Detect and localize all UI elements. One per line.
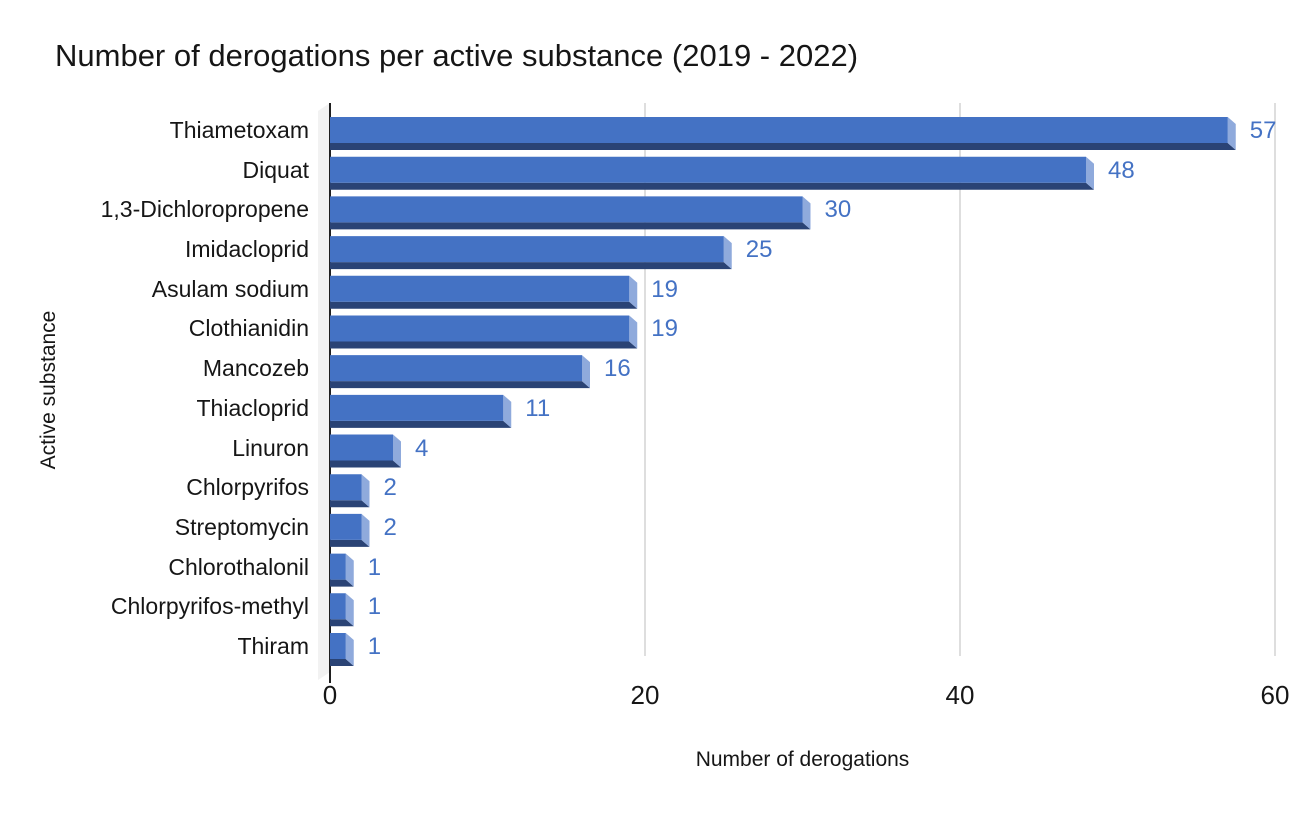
x-tick-label: 0 xyxy=(322,680,338,710)
value-label: 1 xyxy=(367,593,382,621)
bar-end-cap xyxy=(393,434,401,468)
bar xyxy=(330,196,803,223)
category-label: Diquat xyxy=(242,156,309,183)
category-label: Thiametoxam xyxy=(169,117,309,143)
value-label: 1 xyxy=(367,632,382,660)
bar-end-cap xyxy=(582,355,590,389)
bar xyxy=(330,434,393,461)
x-tick-label: 40 xyxy=(945,680,975,710)
value-label: 30 xyxy=(824,196,852,224)
category-label: 1,3-Dichloropropene xyxy=(100,196,309,223)
category-label: Chlorpyrifos-methyl xyxy=(110,593,309,620)
bar xyxy=(330,513,362,540)
bar-bottom-face xyxy=(330,262,732,270)
x-tick-label: 20 xyxy=(630,680,660,710)
value-label: 25 xyxy=(745,236,773,264)
bar-end-cap xyxy=(1086,156,1094,190)
bar-bottom-face xyxy=(330,619,354,627)
bar-bottom-face xyxy=(330,381,590,389)
bar-end-cap xyxy=(345,593,354,627)
bar-bottom-face xyxy=(330,301,638,309)
bar-bottom-face xyxy=(330,460,401,468)
bar-end-cap xyxy=(629,275,638,309)
x-axis-title: Number of derogations xyxy=(695,748,910,771)
bar-bottom-face xyxy=(330,500,370,508)
bar xyxy=(330,156,1086,183)
bar xyxy=(330,117,1228,143)
bar-end-cap xyxy=(503,394,512,428)
category-label: Streptomycin xyxy=(174,513,309,540)
bar-end-cap xyxy=(345,632,354,666)
category-label: Linuron xyxy=(232,434,309,461)
category-label: Imidacloprid xyxy=(185,236,309,263)
value-label: 11 xyxy=(525,394,551,422)
value-label: 57 xyxy=(1249,117,1277,144)
bar xyxy=(330,593,346,620)
category-label: Thiram xyxy=(237,632,309,659)
bar-bottom-face xyxy=(330,341,638,349)
bar xyxy=(330,236,724,263)
value-label: 2 xyxy=(383,474,397,502)
value-label: 2 xyxy=(383,513,397,541)
bar xyxy=(330,553,346,580)
category-label: Clothianidin xyxy=(188,315,309,342)
bar-end-cap xyxy=(345,553,354,587)
bar xyxy=(330,315,630,342)
value-label: 4 xyxy=(415,434,429,462)
chart-title: Number of derogations per active substan… xyxy=(55,38,859,73)
category-label: Asulam sodium xyxy=(151,275,309,302)
bar-end-cap xyxy=(723,236,732,270)
bar-end-cap xyxy=(361,513,370,547)
bar xyxy=(330,355,582,382)
bar-end-cap xyxy=(1227,117,1236,150)
bar xyxy=(330,394,504,421)
bar-bottom-face xyxy=(330,143,1236,150)
value-label: 19 xyxy=(651,275,678,303)
bar-end-cap xyxy=(802,196,811,230)
category-label: Chlorothalonil xyxy=(168,553,309,580)
category-label: Thiacloprid xyxy=(196,394,310,421)
value-label: 16 xyxy=(604,355,631,383)
bar-bottom-face xyxy=(330,658,354,666)
value-label: 48 xyxy=(1108,156,1135,184)
bar-bottom-face xyxy=(330,222,811,230)
bar-end-cap xyxy=(361,474,370,508)
side-wall xyxy=(318,103,330,680)
category-label: Chlorpyrifos xyxy=(186,474,309,501)
value-label: 1 xyxy=(367,553,382,581)
bar-bottom-face xyxy=(330,539,370,547)
category-label: Mancozeb xyxy=(202,355,309,382)
bar-bottom-face xyxy=(330,579,354,587)
x-tick-label: 60 xyxy=(1260,680,1290,710)
bar-bottom-face xyxy=(330,182,1094,190)
bar xyxy=(330,474,362,501)
bar xyxy=(330,275,630,302)
value-label: 19 xyxy=(651,315,678,343)
bar xyxy=(330,632,346,659)
bar-end-cap xyxy=(629,315,638,349)
bar-bottom-face xyxy=(330,420,512,428)
